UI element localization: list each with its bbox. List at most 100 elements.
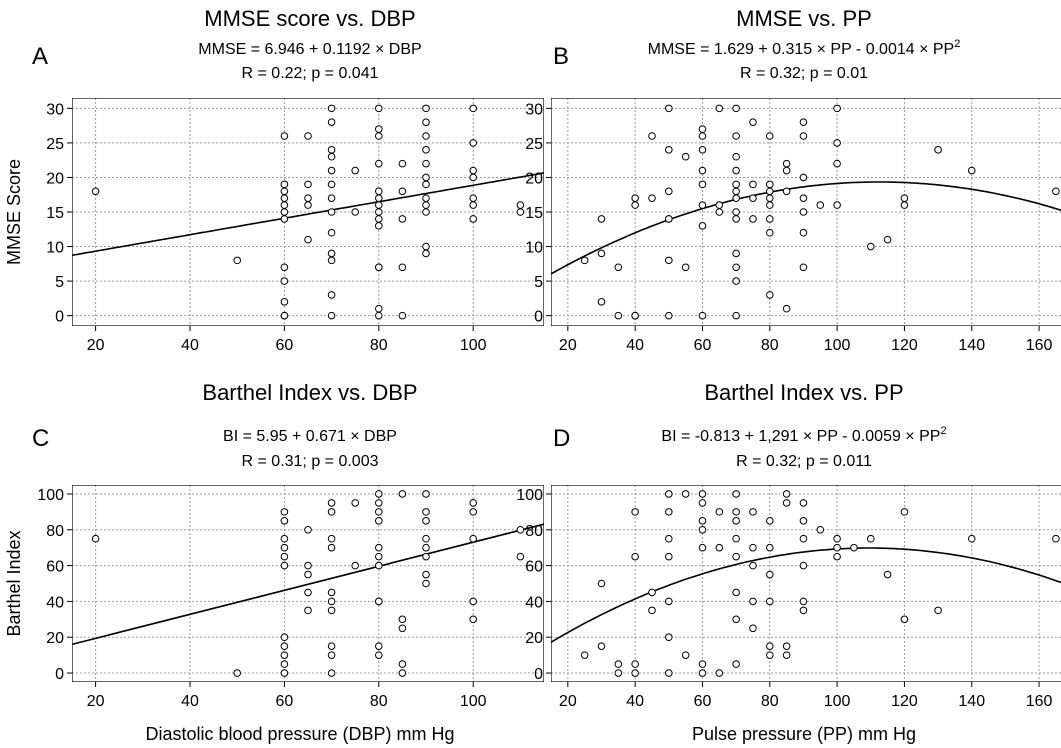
data-point (422, 508, 430, 516)
data-point (375, 125, 383, 133)
y-tick-label: 20 (46, 630, 64, 647)
data-point (375, 517, 383, 525)
data-point (422, 194, 430, 202)
y-tick-label: 0 (534, 309, 543, 326)
data-point (665, 633, 673, 642)
data-point (280, 277, 289, 285)
data-point (833, 201, 841, 209)
data-point (765, 651, 774, 659)
x-tick-label: 60 (694, 693, 712, 710)
data-point (614, 263, 623, 272)
x-tick-label: 40 (181, 693, 199, 710)
data-point (327, 166, 336, 175)
data-point (900, 201, 909, 209)
data-point (732, 263, 740, 272)
y-tick-label: 60 (46, 559, 64, 576)
data-point (698, 543, 707, 552)
data-point (280, 651, 289, 659)
data-point (375, 561, 383, 570)
data-point (732, 132, 740, 140)
data-point (469, 534, 478, 543)
y-tick-label: 10 (46, 240, 64, 257)
chart-title: Barthel Index vs. PP (704, 380, 903, 405)
data-point (327, 152, 336, 161)
data-point (327, 256, 336, 265)
panel-a: A MMSE score vs. DBP MMSE = 6.946 + 0.1192… (4, 6, 544, 354)
x-tick-label: 20 (87, 337, 105, 354)
data-point (351, 499, 360, 507)
data-point (375, 201, 383, 209)
data-point (422, 543, 430, 552)
data-point (327, 118, 336, 126)
data-point (422, 159, 430, 168)
data-point (280, 517, 289, 525)
data-point (422, 579, 430, 588)
data-point (967, 534, 976, 543)
data-point (648, 606, 656, 615)
data-point (698, 669, 707, 677)
data-point (665, 490, 673, 498)
x-tick-label: 20 (559, 693, 577, 710)
panel-letter: A (32, 43, 48, 70)
data-point (883, 570, 892, 579)
data-point (732, 187, 740, 196)
data-point (799, 606, 808, 615)
data-point (327, 104, 336, 113)
data-point (732, 660, 740, 668)
equation-exponent: 2 (940, 425, 946, 437)
data-point (327, 146, 336, 154)
data-point (765, 187, 774, 196)
data-point (516, 552, 525, 561)
data-point (233, 669, 241, 677)
data-point (422, 490, 430, 498)
panel-letter: B (553, 43, 569, 70)
x-tick-label: 20 (87, 693, 105, 710)
data-point (833, 159, 841, 168)
data-point (631, 669, 639, 677)
data-point (866, 242, 875, 251)
data-point (375, 187, 383, 196)
regression-equation: BI = -0.813 + 1,291 × PP - 0.0059 × PP2 (661, 425, 946, 445)
data-point (280, 298, 289, 306)
data-point (799, 118, 808, 126)
data-point (327, 508, 336, 516)
equation-exponent: 2 (954, 38, 960, 50)
data-point (327, 208, 336, 216)
y-tick-label: 5 (534, 274, 543, 291)
data-point (799, 173, 808, 182)
chart-title: MMSE vs. PP (736, 6, 872, 31)
data-point (469, 166, 478, 175)
data-point (327, 669, 336, 677)
data-point (469, 215, 478, 223)
data-point (749, 597, 757, 606)
data-point (280, 263, 289, 272)
data-point (833, 139, 841, 147)
data-point (327, 651, 336, 659)
data-point (327, 642, 336, 650)
data-point (698, 222, 707, 230)
y-tick-label: 30 (46, 101, 64, 118)
data-point (698, 132, 707, 140)
data-point (833, 104, 841, 113)
data-point (280, 660, 289, 668)
data-point (765, 570, 774, 579)
data-point (422, 534, 430, 543)
data-point (665, 552, 673, 561)
data-point (375, 311, 383, 320)
data-point (665, 508, 673, 516)
data-point (280, 194, 289, 202)
y-tick-label: 0 (55, 309, 64, 326)
data-point (1052, 187, 1060, 196)
plot-area (72, 485, 544, 682)
panel-c: C Barthel Index vs. DBP BI = 5.95 + 0.671 … (4, 380, 544, 744)
data-point (91, 534, 100, 543)
data-point (765, 228, 774, 237)
data-point (732, 166, 740, 175)
data-point (782, 166, 791, 175)
data-point (280, 534, 289, 543)
x-tick-label: 80 (370, 337, 388, 354)
data-point (698, 180, 707, 189)
data-point (799, 534, 808, 543)
data-point (782, 304, 791, 313)
